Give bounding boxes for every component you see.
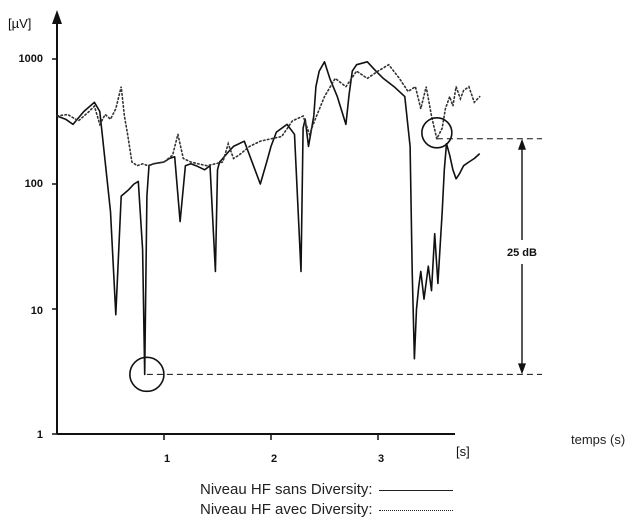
arrow-down-icon xyxy=(518,363,526,375)
x-unit-label: [s] xyxy=(456,444,470,459)
min-circle-marker xyxy=(129,356,165,393)
series-line-sans-diversity xyxy=(56,61,481,376)
y-unit-label: [µV] xyxy=(8,16,31,31)
series-group xyxy=(56,61,481,376)
max-circle-marker xyxy=(421,116,453,149)
y-tick-label: 100 xyxy=(25,178,43,190)
legend-swatch-solid xyxy=(378,489,453,491)
db-annotation-label: 25 dB xyxy=(507,247,537,259)
y-tick-label: 1 xyxy=(37,429,43,441)
legend-label: Niveau HF avec Diversity: xyxy=(200,501,373,518)
arrow-up-icon xyxy=(518,138,526,150)
legend-item-avec-diversity: Niveau HF avec Diversity: xyxy=(200,501,453,518)
y-axis-arrow-icon xyxy=(52,10,62,24)
y-tick-label: 1000 xyxy=(19,53,43,65)
y-tick-label: 10 xyxy=(31,305,43,317)
series-line-avec-diversity xyxy=(56,63,481,167)
legend-label: Niveau HF sans Diversity: xyxy=(200,481,373,498)
x-tick-label: 3 xyxy=(378,453,384,465)
x-tick-label: 1 xyxy=(164,453,170,465)
legend-swatch-dotted xyxy=(378,509,453,511)
x-tick-label: 2 xyxy=(271,453,277,465)
annotation-markers xyxy=(129,116,542,393)
legend-item-sans-diversity: Niveau HF sans Diversity: xyxy=(200,481,453,498)
x-axis-title: temps (s) xyxy=(571,432,626,447)
axis-ticks xyxy=(52,58,379,440)
